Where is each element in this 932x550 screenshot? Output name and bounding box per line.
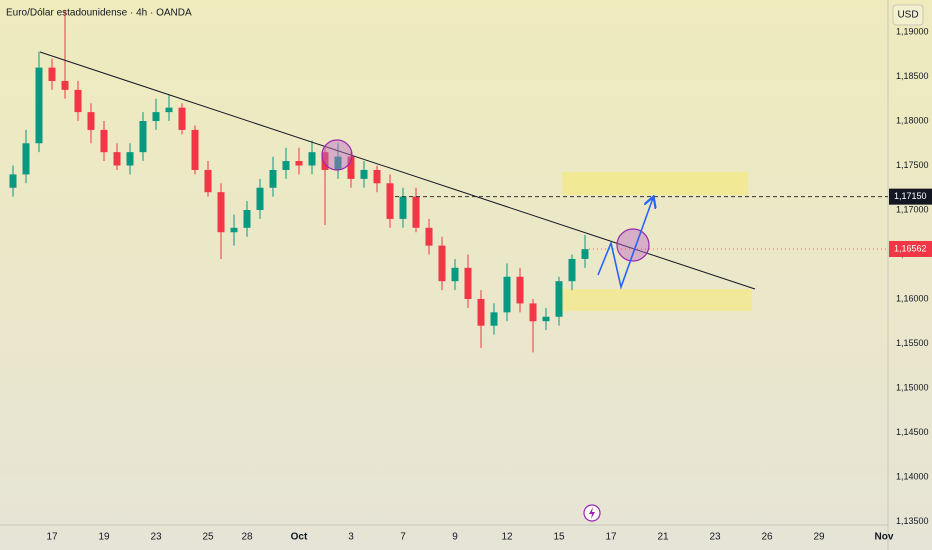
x-tick-label: 21 bbox=[657, 532, 669, 543]
candle-body bbox=[529, 303, 537, 322]
x-tick-label: 23 bbox=[150, 532, 162, 543]
y-tick-label: 1,17500 bbox=[896, 160, 929, 170]
y-tick-label: 1,18000 bbox=[896, 115, 929, 125]
touch-circle bbox=[616, 228, 650, 262]
candle-body bbox=[191, 129, 199, 170]
candle-body bbox=[35, 67, 43, 144]
x-tick-label: 26 bbox=[761, 532, 773, 543]
candle-body bbox=[360, 169, 368, 179]
candle-body bbox=[451, 267, 459, 282]
y-tick-label: 1,18500 bbox=[896, 71, 929, 81]
candle-body bbox=[217, 192, 225, 233]
currency-box[interactable] bbox=[892, 4, 924, 26]
candles bbox=[9, 9, 589, 353]
candle-body bbox=[295, 161, 303, 166]
candle-body bbox=[347, 156, 355, 179]
last-price-box bbox=[889, 240, 932, 257]
candle-body bbox=[386, 183, 394, 219]
x-tick-label: 9 bbox=[452, 532, 458, 543]
x-tick-label: 29 bbox=[813, 532, 825, 543]
x-tick-label: 7 bbox=[400, 532, 406, 543]
candle-body bbox=[230, 227, 238, 233]
y-tick-label: 1,16000 bbox=[896, 293, 929, 303]
resistance-zone bbox=[562, 172, 748, 195]
candle-body bbox=[243, 210, 251, 228]
y-tick-label: 1,15500 bbox=[896, 338, 929, 348]
y-tick-label: 1,19000 bbox=[896, 26, 929, 36]
candle-body bbox=[256, 187, 264, 210]
candle-body bbox=[74, 89, 82, 113]
candle-body bbox=[568, 258, 576, 282]
y-tick-label: 1,15000 bbox=[896, 382, 929, 392]
y-tick-label: 1,14500 bbox=[896, 427, 929, 437]
x-tick-label: 25 bbox=[202, 532, 214, 543]
last-price-label: 1,16562 bbox=[894, 243, 927, 253]
trendline bbox=[39, 51, 756, 290]
level-label-box bbox=[889, 188, 932, 205]
projection-path bbox=[597, 198, 653, 290]
candle-body bbox=[22, 143, 30, 175]
support-zone bbox=[562, 289, 752, 311]
chart-title: Euro/Dólar estadounidense · 4h · OANDA bbox=[6, 8, 192, 19]
candle-body bbox=[9, 174, 17, 188]
x-tick-label: 28 bbox=[241, 532, 253, 543]
candle-body bbox=[113, 152, 121, 166]
candle-body bbox=[555, 281, 563, 317]
candle-body bbox=[516, 276, 524, 304]
candle-body bbox=[464, 267, 472, 299]
candle-body bbox=[399, 196, 407, 219]
touch-circle bbox=[321, 139, 353, 171]
y-tick-label: 1,13500 bbox=[896, 516, 929, 526]
x-tick-label: 19 bbox=[98, 532, 110, 543]
candle-body bbox=[282, 161, 290, 170]
candle-body bbox=[269, 169, 277, 188]
candle-body bbox=[542, 316, 550, 322]
level-label: 1,17150 bbox=[894, 191, 927, 201]
candle-body bbox=[61, 80, 69, 90]
candle-body bbox=[334, 156, 342, 170]
y-tick-label: 1,14000 bbox=[896, 471, 929, 481]
x-tick-label: Nov bbox=[875, 532, 894, 543]
candle-body bbox=[48, 67, 56, 81]
candle-body bbox=[204, 169, 212, 193]
candle-body bbox=[126, 152, 134, 166]
candle-body bbox=[165, 107, 173, 113]
x-tick-label: 17 bbox=[46, 532, 58, 543]
candle-body bbox=[87, 112, 95, 130]
candle-body bbox=[321, 152, 329, 170]
candle-body bbox=[477, 298, 485, 326]
event-icon-bolt bbox=[589, 507, 595, 519]
candle-body bbox=[438, 245, 446, 282]
candle-body bbox=[178, 107, 186, 130]
x-tick-label: 3 bbox=[348, 532, 354, 543]
y-tick-label: 1,17000 bbox=[896, 204, 929, 214]
x-tick-label: Oct bbox=[291, 532, 308, 543]
candle-body bbox=[490, 312, 498, 326]
candle-body bbox=[152, 112, 160, 122]
x-tick-label: 23 bbox=[709, 532, 721, 543]
candle-body bbox=[425, 227, 433, 246]
x-tick-label: 15 bbox=[553, 532, 565, 543]
x-tick-label: 12 bbox=[501, 532, 513, 543]
candle-body bbox=[139, 121, 147, 153]
candle-body bbox=[581, 249, 589, 259]
candle-body bbox=[373, 169, 381, 184]
candle-body bbox=[308, 152, 316, 166]
candle-body bbox=[100, 129, 108, 153]
x-tick-label: 17 bbox=[605, 532, 617, 543]
candle-body bbox=[412, 196, 420, 228]
candle-body bbox=[503, 276, 511, 313]
currency-label: USD bbox=[897, 10, 918, 21]
